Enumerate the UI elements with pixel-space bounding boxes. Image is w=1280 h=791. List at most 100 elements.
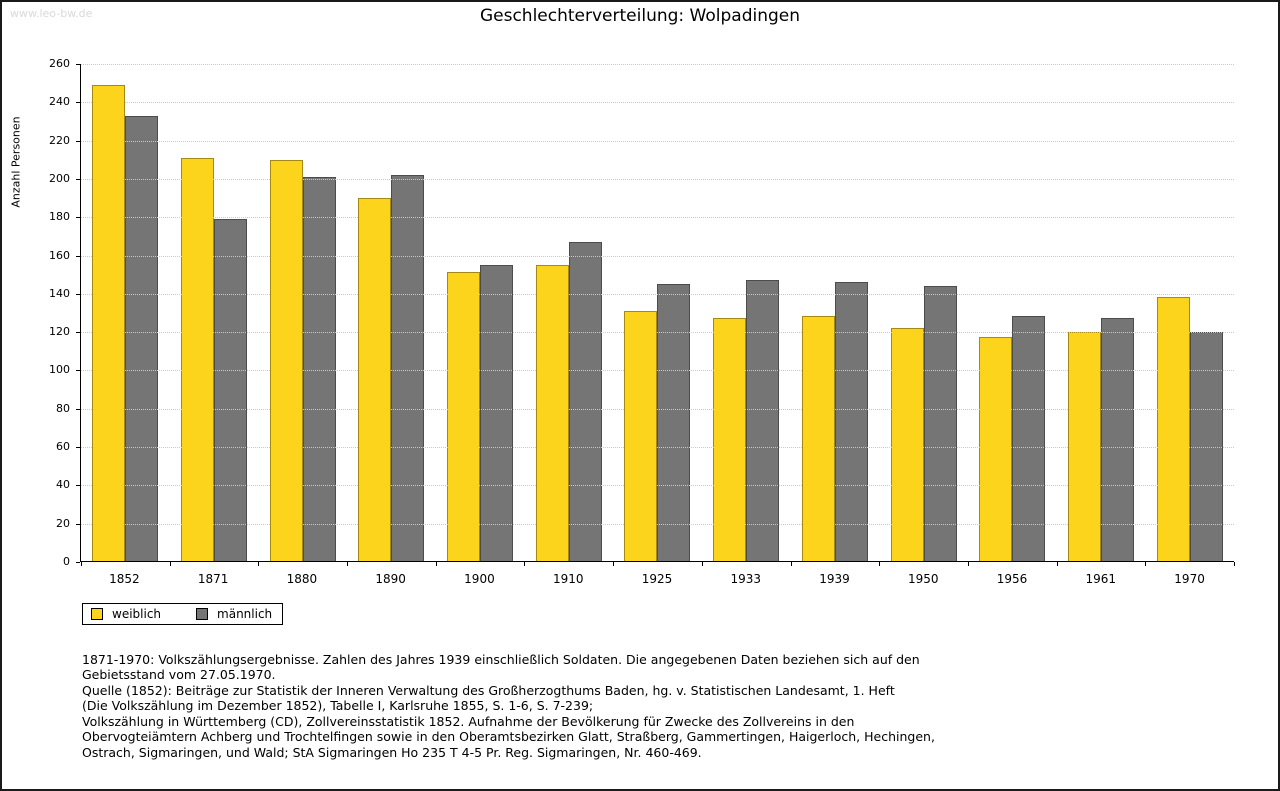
bar-maennlich: [125, 115, 159, 561]
bar-group: [524, 64, 613, 561]
watermark: www.leo-bw.de: [10, 7, 93, 20]
bar-maennlich: [923, 285, 957, 561]
x-axis-tick: [81, 562, 82, 566]
bar-group: [613, 64, 702, 561]
x-axis-tick-label: 1890: [375, 572, 406, 586]
y-axis-tick: [76, 102, 80, 104]
legend: weiblich männlich: [82, 603, 284, 625]
y-axis-tick-label: 240: [49, 95, 70, 109]
bar-group: [1057, 64, 1146, 561]
bar-group: [258, 64, 347, 561]
y-axis-tick: [76, 408, 80, 410]
y-axis-tick: [76, 332, 80, 334]
y-axis-tick: [76, 370, 80, 372]
y-axis-tick-label: 160: [49, 248, 70, 262]
x-axis-tick-label: 1950: [908, 572, 939, 586]
bar-weiblich: [535, 264, 569, 561]
x-axis-tick: [258, 562, 260, 566]
y-axis-tick: [76, 447, 80, 449]
x-axis-tick-label: 1925: [641, 572, 673, 586]
bar-group: [702, 64, 791, 561]
bar-weiblich: [624, 310, 658, 561]
bar-weiblich: [181, 157, 215, 561]
gridline: [81, 447, 1234, 449]
bar-group: [170, 64, 259, 561]
bar-weiblich: [92, 85, 126, 561]
legend-label-weiblich: weiblich: [112, 607, 162, 621]
bar-weiblich: [269, 159, 303, 561]
x-axis-tick-label: 1900: [464, 572, 495, 586]
footer: 1871-1970: Volkszählungsergebnisse. Zahl…: [82, 636, 1218, 789]
y-axis-tick-label: 60: [56, 440, 70, 454]
y-axis-tick: [76, 293, 80, 295]
bar-maennlich: [1189, 331, 1223, 561]
x-axis-tick: [613, 562, 615, 566]
x-axis-tick: [967, 562, 969, 566]
gridline: [81, 217, 1234, 219]
bar-weiblich: [801, 316, 835, 561]
chart-title: Geschlechterverteilung: Wolpadingen: [479, 6, 801, 26]
bar-maennlich: [480, 264, 514, 561]
y-axis-tick-label: 100: [49, 363, 70, 377]
gridline: [81, 64, 1234, 65]
gridline: [81, 140, 1234, 142]
gridline: [81, 102, 1234, 104]
x-axis-tick: [790, 562, 792, 566]
y-axis-tick: [76, 217, 80, 219]
legend-swatch-weiblich: [91, 608, 103, 620]
bar-weiblich: [1156, 297, 1190, 561]
bar-weiblich: [713, 318, 747, 561]
x-axis-tick: [1234, 562, 1235, 566]
x-axis-tick: [347, 562, 349, 566]
y-axis-tick-label: 220: [49, 133, 70, 147]
bar-group: [879, 64, 968, 561]
bar-maennlich: [1100, 318, 1134, 561]
bar-group: [1145, 64, 1234, 561]
bar-group: [791, 64, 880, 561]
x-axis-tick: [879, 562, 881, 566]
y-axis-tick: [76, 140, 80, 142]
gridline: [81, 293, 1234, 295]
gridline: [81, 332, 1234, 334]
x-axis-tick: [701, 562, 703, 566]
legend-swatch-maennlich: [196, 608, 209, 620]
y-axis-tick-label: 20: [56, 516, 70, 530]
bar-weiblich: [447, 272, 481, 561]
y-axis-tick-label: 0: [63, 555, 70, 568]
x-axis-tick: [169, 562, 171, 566]
bar-maennlich: [657, 283, 691, 561]
gridline: [81, 255, 1234, 257]
y-axis-tick: [76, 562, 80, 563]
x-axis-tick: [1056, 562, 1058, 566]
bar-maennlich: [1012, 316, 1046, 561]
y-axis-tick-label: 120: [49, 325, 70, 339]
bar-weiblich: [1067, 331, 1101, 561]
bar-group: [968, 64, 1057, 561]
bar-group: [81, 64, 170, 561]
y-axis-tick: [76, 485, 80, 487]
bar-maennlich: [214, 218, 248, 561]
x-axis-tick: [435, 562, 437, 566]
bar-group: [347, 64, 436, 561]
bar-maennlich: [302, 176, 336, 561]
x-axis-tick: [524, 562, 526, 566]
bar-group: [436, 64, 525, 561]
gridline: [81, 408, 1234, 410]
x-axis-tick-label: 1910: [552, 572, 584, 586]
y-axis-tick-label: 200: [49, 171, 70, 185]
bar-maennlich: [834, 281, 868, 561]
gridline: [81, 370, 1234, 372]
source-note: 1871-1970: Volkszählungsergebnisse. Zahl…: [82, 651, 935, 760]
x-axis-tick-label: 1956: [996, 572, 1028, 586]
legend-label-maennlich: männlich: [217, 607, 273, 621]
chart: Anzahl Personen 1852 1871 1880 1890 1900 1910…: [2, 52, 1278, 592]
bar-maennlich: [568, 241, 602, 561]
x-axis-tick-label: 1871: [197, 572, 229, 586]
y-axis-tick-label: 40: [56, 478, 70, 492]
y-axis-label: Anzahl Personen: [9, 116, 23, 208]
y-axis-tick-label: 140: [49, 286, 70, 300]
bar-groups: [81, 64, 1234, 561]
gridline: [81, 523, 1234, 525]
y-axis-tick: [76, 178, 80, 180]
x-axis-labels: 1852 1871 1880 1890 1900 1910 1925 1933 1939 1950…: [80, 572, 1234, 588]
